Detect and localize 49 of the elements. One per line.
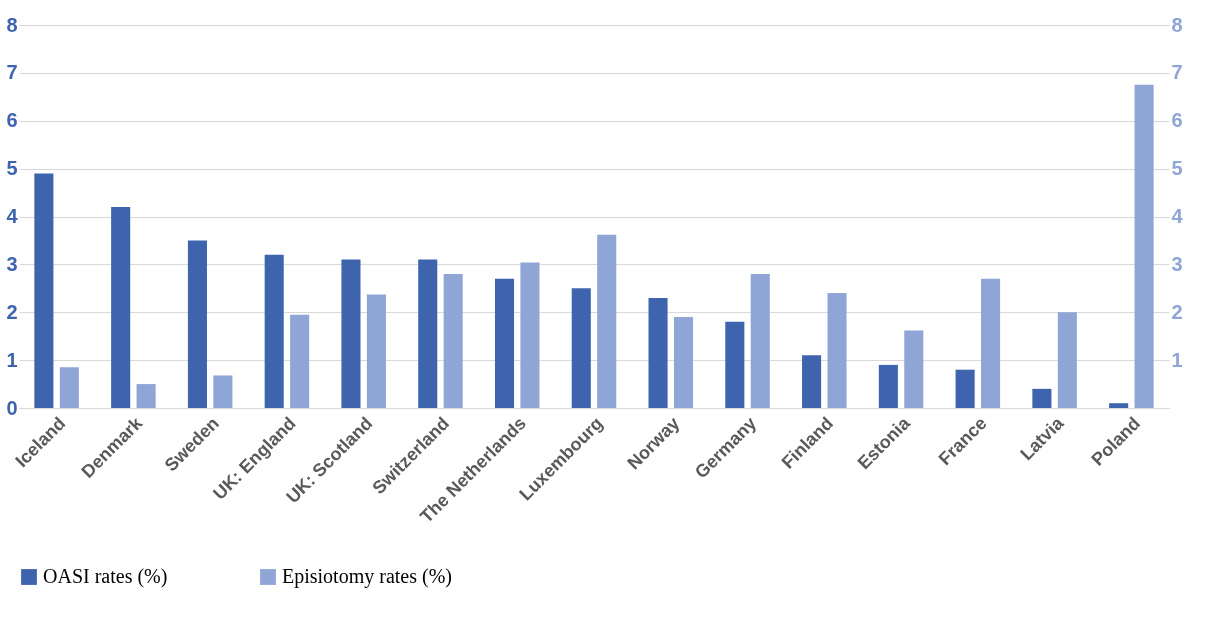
y2-tick-label: 3 — [1171, 252, 1183, 275]
y2-tick-label: 1 — [1171, 348, 1183, 371]
bar — [1057, 312, 1077, 408]
y2-tick-label: 2 — [1171, 300, 1183, 323]
bar — [520, 262, 540, 408]
y2-tick-label: 4 — [1171, 205, 1184, 227]
bar — [418, 259, 438, 408]
y-tick-label: 8 — [6, 13, 18, 36]
bar — [981, 278, 1001, 408]
bar — [213, 375, 233, 408]
y-tick-label: 1 — [6, 348, 18, 371]
bar — [264, 254, 284, 408]
bar — [904, 330, 924, 408]
bar — [494, 278, 515, 408]
y2-tick-label: 7 — [1171, 61, 1183, 84]
bar — [59, 367, 79, 408]
bar — [955, 369, 975, 408]
bar — [802, 355, 822, 408]
bar — [290, 314, 310, 408]
bar — [443, 273, 463, 408]
bar — [111, 206, 131, 408]
bar — [1109, 403, 1129, 408]
bar — [366, 294, 386, 408]
y-tick-label: 7 — [6, 61, 18, 84]
bar — [1134, 84, 1154, 408]
bar — [648, 297, 668, 408]
y2-tick-label: 5 — [1171, 157, 1183, 180]
bar — [827, 293, 847, 408]
y-tick-label: 3 — [6, 252, 18, 275]
bar — [597, 234, 617, 408]
bar — [187, 240, 207, 408]
legend-label: OASI rates (%) — [43, 565, 168, 588]
bar — [341, 259, 361, 408]
bar — [571, 288, 591, 408]
y-tick-label: 5 — [6, 157, 18, 180]
y-tick-label: 4 — [6, 205, 19, 227]
bar — [136, 384, 156, 408]
y2-tick-label: 8 — [1171, 13, 1183, 36]
bar — [750, 273, 770, 408]
bar — [725, 321, 745, 408]
bar — [878, 364, 898, 408]
bar — [34, 173, 54, 408]
y2-tick-label: 6 — [1171, 109, 1183, 132]
y-tick-label: 0 — [6, 396, 18, 419]
legend-label: Episiotomy rates (%) — [282, 565, 452, 588]
bar — [1032, 388, 1052, 408]
bar — [673, 317, 694, 408]
y-tick-label: 6 — [6, 109, 18, 132]
y-tick-label: 2 — [6, 300, 18, 323]
